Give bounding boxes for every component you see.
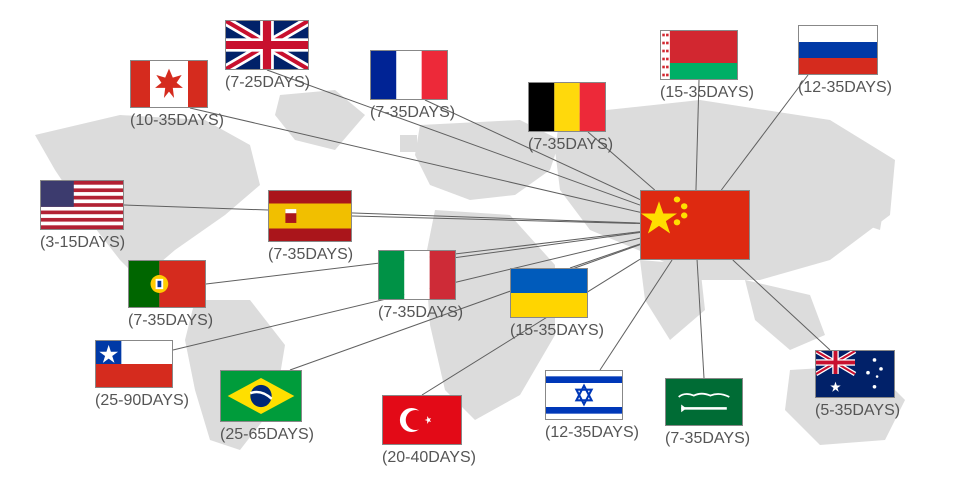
landmass-japan — [865, 195, 885, 230]
flag-australia — [815, 350, 895, 398]
node-turkey: (20-40DAYS) — [382, 395, 462, 467]
node-portugal: (7-35DAYS) — [128, 260, 206, 330]
node-italy: (7-35DAYS) — [378, 250, 456, 322]
flag-italy — [378, 250, 456, 300]
label-chile: (25-90DAYS) — [95, 392, 173, 410]
flag-ukraine — [510, 268, 588, 318]
node-belarus: (15-35DAYS) — [660, 30, 738, 102]
label-russia: (12-35DAYS) — [798, 79, 878, 97]
flag-china — [640, 190, 750, 260]
node-brazil: (25-65DAYS) — [220, 370, 302, 444]
label-ukraine: (15-35DAYS) — [510, 322, 588, 340]
flag-israel — [545, 370, 623, 420]
line-spain — [352, 216, 640, 224]
label-belgium: (7-35DAYS) — [528, 136, 606, 154]
label-france: (7-35DAYS) — [370, 104, 448, 122]
label-saudi: (7-35DAYS) — [665, 430, 743, 448]
flag-chile — [95, 340, 173, 388]
label-uk: (7-25DAYS) — [225, 74, 309, 92]
label-australia: (5-35DAYS) — [815, 402, 895, 420]
node-israel: (12-35DAYS) — [545, 370, 623, 442]
line-usa — [124, 205, 640, 223]
hub-china — [640, 190, 750, 260]
flag-spain — [268, 190, 352, 242]
line-australia — [733, 260, 830, 350]
landmass-india — [640, 260, 705, 340]
line-ukraine — [570, 244, 640, 268]
node-ukraine: (15-35DAYS) — [510, 268, 588, 340]
landmass-greenland — [275, 90, 365, 150]
node-russia: (12-35DAYS) — [798, 25, 878, 97]
flag-russia — [798, 25, 878, 75]
label-spain: (7-35DAYS) — [268, 246, 352, 264]
flag-usa — [40, 180, 124, 230]
flag-belarus — [660, 30, 738, 80]
landmass-uk-isle — [400, 135, 417, 152]
label-turkey: (20-40DAYS) — [382, 449, 462, 467]
node-chile: (25-90DAYS) — [95, 340, 173, 410]
node-belgium: (7-35DAYS) — [528, 82, 606, 154]
line-israel — [600, 260, 672, 370]
node-spain: (7-35DAYS) — [268, 190, 352, 264]
shipping-diagram: (7-25DAYS) (10-35DAYS) (7-35DAYS) (7-35DAYS… — [0, 0, 960, 500]
node-france: (7-35DAYS) — [370, 50, 448, 122]
node-uk: (7-25DAYS) — [225, 20, 309, 92]
label-israel: (12-35DAYS) — [545, 424, 623, 442]
label-canada: (10-35DAYS) — [130, 112, 208, 130]
label-italy: (7-35DAYS) — [378, 304, 456, 322]
label-portugal: (7-35DAYS) — [128, 312, 206, 330]
line-saudi — [697, 260, 704, 378]
flag-saudi — [665, 378, 743, 426]
node-australia: (5-35DAYS) — [815, 350, 895, 420]
flag-turkey — [382, 395, 462, 445]
line-italy — [438, 232, 640, 260]
flag-portugal — [128, 260, 206, 308]
label-brazil: (25-65DAYS) — [220, 426, 302, 444]
label-usa: (3-15DAYS) — [40, 234, 124, 252]
node-saudi: (7-35DAYS) — [665, 378, 743, 448]
landmass-se-asia — [745, 280, 825, 350]
flag-brazil — [220, 370, 302, 422]
flag-belgium — [528, 82, 606, 132]
label-belarus: (15-35DAYS) — [660, 84, 738, 102]
node-usa: (3-15DAYS) — [40, 180, 124, 252]
flag-canada — [130, 60, 208, 108]
flag-uk — [225, 20, 309, 70]
node-canada: (10-35DAYS) — [130, 60, 208, 130]
flag-france — [370, 50, 448, 100]
